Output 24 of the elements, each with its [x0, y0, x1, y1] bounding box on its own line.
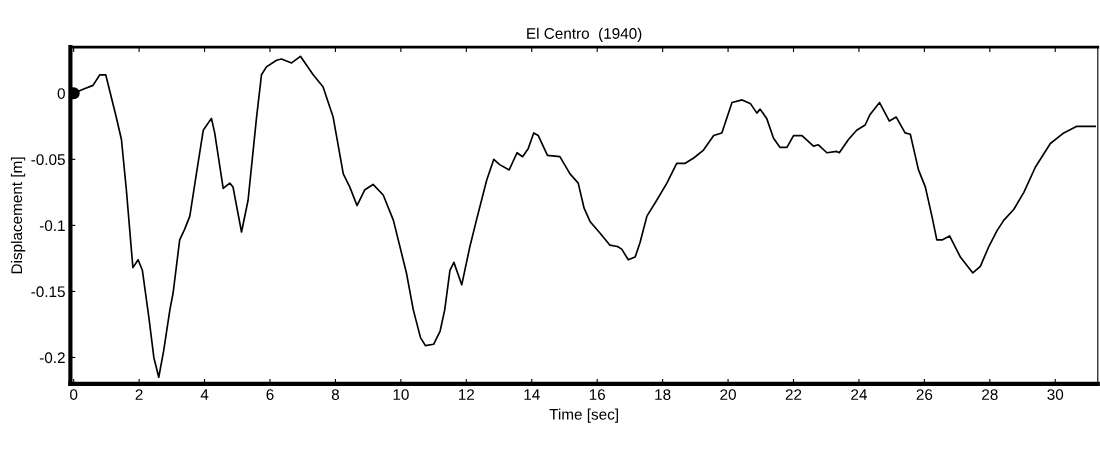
x-tick-label: 2 — [135, 389, 143, 400]
x-tick-label: 6 — [266, 389, 274, 400]
x-tick-label: 30 — [1047, 389, 1064, 400]
y-axis-title: Displacement [m] — [10, 157, 26, 274]
y-tick-label: -0.2 — [39, 352, 65, 364]
y-tick-label: -0.15 — [31, 286, 65, 298]
x-tick-label: 10 — [393, 389, 409, 400]
x-tick-label: 18 — [655, 389, 671, 400]
y-tick-label: -0.1 — [39, 220, 65, 232]
x-tick-label: 0 — [70, 389, 78, 400]
x-tick-label: 16 — [589, 389, 606, 400]
x-tick-label: 28 — [982, 389, 998, 400]
y-tick-label: -0.05 — [31, 154, 65, 166]
x-tick-label: 22 — [785, 389, 802, 400]
x-tick-label: 24 — [851, 389, 867, 400]
x-tick-label: 12 — [458, 389, 475, 400]
x-tick-label: 4 — [200, 389, 209, 400]
chart-title: El Centro (1940) — [527, 27, 642, 42]
x-tick-label: 20 — [720, 389, 736, 400]
x-tick-label: 14 — [524, 389, 540, 400]
x-tick-label: 26 — [916, 389, 933, 400]
x-tick-label: 8 — [331, 389, 340, 400]
y-tick-label: 0 — [57, 88, 65, 99]
x-axis-title: Time [sec] — [549, 408, 618, 423]
